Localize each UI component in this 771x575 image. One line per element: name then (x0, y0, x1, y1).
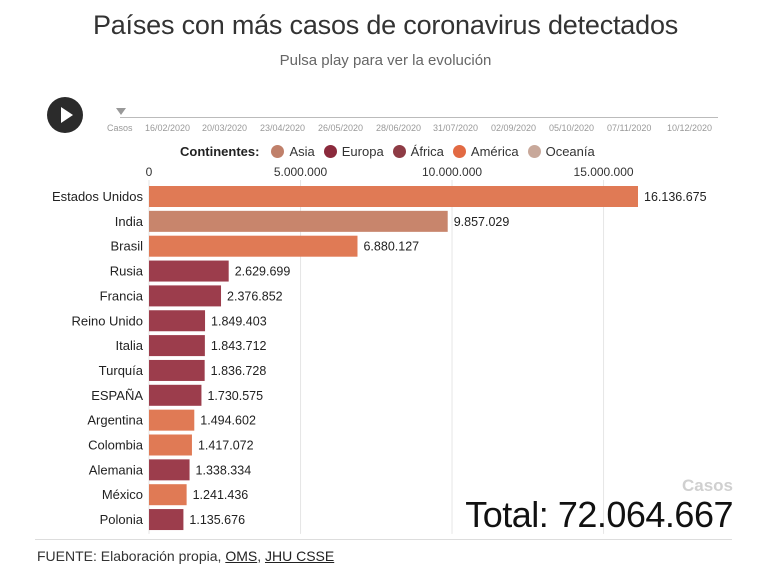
bar (149, 310, 206, 332)
bar (149, 260, 229, 282)
category-label: Rusia (110, 264, 144, 279)
bar (149, 459, 190, 481)
category-label: Polonia (100, 512, 144, 527)
footer-source: FUENTE: Elaboración propia, OMS, JHU CSS… (37, 548, 334, 564)
timeline-tick: 07/11/2020 (607, 123, 652, 133)
legend-swatch (271, 144, 285, 158)
legend-swatch (527, 144, 541, 158)
category-label: Argentina (87, 413, 143, 428)
legend-swatch (452, 144, 466, 158)
legend-label: Asia (289, 143, 315, 159)
bar (149, 285, 222, 307)
bar (149, 384, 202, 406)
bar (149, 484, 187, 506)
footer-prefix: FUENTE: Elaboración propia, (37, 548, 226, 564)
category-label: ESPAÑA (91, 388, 143, 403)
value-label: 1.836.728 (211, 364, 267, 378)
legend-label: África (410, 143, 444, 159)
legend-item-oceania[interactable]: Oceanía (527, 143, 595, 159)
category-label: Italia (116, 338, 144, 353)
category-label: Brasil (110, 239, 143, 254)
category-label: Colombia (88, 438, 144, 453)
legend-item-africa[interactable]: África (392, 143, 444, 159)
total-count: Total: 72.064.667 (465, 494, 733, 535)
value-label: 2.376.852 (227, 289, 283, 303)
value-label: 2.629.699 (235, 265, 291, 279)
value-label: 1.730.575 (207, 389, 263, 403)
value-label: 1.843.712 (211, 339, 267, 353)
footer-divider (35, 539, 732, 540)
legend-label: Oceanía (545, 143, 595, 159)
value-label: 1.417.072 (198, 439, 254, 453)
value-label: 1.135.676 (189, 513, 245, 527)
value-label: 1.241.436 (193, 488, 249, 502)
bar (149, 186, 638, 207)
timeline-tick: 20/03/2020 (202, 123, 248, 133)
timeline-tick: 28/06/2020 (376, 123, 422, 133)
legend-label: América (470, 143, 519, 159)
category-label: Reino Unido (71, 313, 143, 328)
timeline-tick: 31/07/2020 (433, 123, 479, 133)
x-tick-label: 15.000.000 (574, 165, 634, 179)
bar (149, 235, 358, 257)
bar (149, 434, 192, 456)
bar (149, 359, 205, 381)
legend-title: Continentes: (180, 143, 260, 159)
legend-label: Europa (341, 143, 384, 159)
category-label: México (102, 487, 143, 502)
timeline-tick: 02/09/2020 (491, 123, 537, 133)
legend-swatch (392, 144, 406, 158)
legend-item-america[interactable]: América (452, 143, 519, 159)
category-label: Estados Unidos (52, 189, 144, 204)
value-label: 1.849.403 (211, 314, 267, 328)
play-button[interactable] (47, 97, 83, 133)
timeline-tick: 16/02/2020 (145, 123, 191, 133)
bar (149, 335, 205, 357)
timeline-ticks: Casos 16/02/2020 20/03/2020 23/04/2020 2… (0, 123, 771, 137)
value-label: 9.857.029 (454, 215, 510, 229)
bar-chart: 0 5.000.000 10.000.000 15.000.000 Estados Un… (52, 165, 707, 534)
legend-swatch (323, 144, 337, 158)
category-label: Francia (100, 288, 144, 303)
x-tick-label: 5.000.000 (274, 165, 328, 179)
bar (149, 409, 195, 431)
timeline-tick: 10/12/2020 (667, 123, 713, 133)
timeline-tick: 23/04/2020 (260, 123, 306, 133)
totals-label: Casos (681, 476, 733, 495)
page-title: Países con más casos de coronavirus dete… (92, 10, 679, 40)
timeline-handle[interactable] (116, 108, 126, 115)
timeline-tick: 26/05/2020 (318, 123, 364, 133)
footer-separator: , (257, 548, 265, 564)
timeline-label: Casos (107, 123, 133, 133)
category-label: India (115, 214, 144, 229)
legend: Continentes: Asia Europa África América … (180, 142, 604, 160)
source-link-oms[interactable]: OMS (225, 548, 258, 564)
legend-item-europa[interactable]: Europa (323, 143, 384, 159)
x-tick-label: 0 (146, 165, 153, 179)
value-label: 1.494.602 (200, 414, 256, 428)
value-label: 6.880.127 (363, 240, 419, 254)
legend-item-asia[interactable]: Asia (271, 143, 315, 159)
page-subtitle: Pulsa play para ver la evolución (279, 52, 492, 69)
timeline-track[interactable] (120, 117, 718, 118)
source-link-jhu[interactable]: JHU CSSE (264, 548, 335, 564)
value-label: 1.338.334 (196, 463, 252, 477)
value-label: 16.136.675 (644, 190, 707, 204)
category-label: Turquía (99, 363, 144, 378)
timeline-tick: 05/10/2020 (549, 123, 595, 133)
category-label: Alemania (89, 462, 144, 477)
bar (149, 509, 184, 531)
x-tick-label: 10.000.000 (422, 165, 482, 179)
bar (149, 210, 448, 232)
